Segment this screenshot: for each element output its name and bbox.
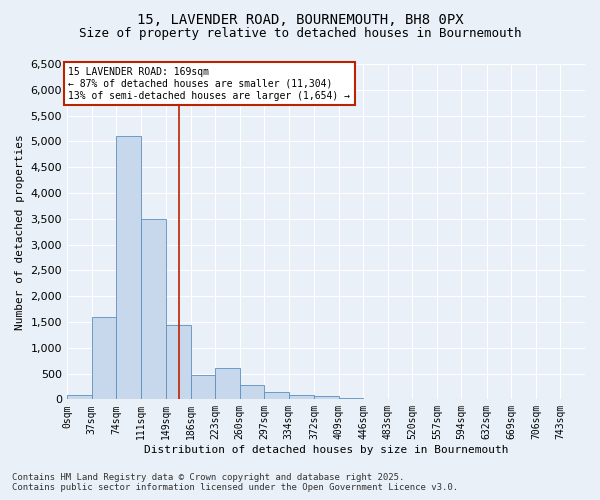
Bar [67,396,92,400]
Text: Size of property relative to detached houses in Bournemouth: Size of property relative to detached ho… [79,28,521,40]
Bar [92,317,116,400]
Bar [141,219,166,400]
Bar [116,136,141,400]
Bar [166,324,191,400]
X-axis label: Distribution of detached houses by size in Bournemouth: Distribution of detached houses by size … [144,445,508,455]
Bar [239,386,264,400]
Bar [215,368,239,400]
Text: Contains HM Land Registry data © Crown copyright and database right 2025.
Contai: Contains HM Land Registry data © Crown c… [12,473,458,492]
Bar [314,396,338,400]
Text: 15, LAVENDER ROAD, BOURNEMOUTH, BH8 0PX: 15, LAVENDER ROAD, BOURNEMOUTH, BH8 0PX [137,12,463,26]
Bar [264,392,289,400]
Bar [289,394,314,400]
Bar [191,375,215,400]
Bar [338,398,363,400]
Y-axis label: Number of detached properties: Number of detached properties [15,134,25,330]
Text: 15 LAVENDER ROAD: 169sqm
← 87% of detached houses are smaller (11,304)
13% of se: 15 LAVENDER ROAD: 169sqm ← 87% of detach… [68,68,350,100]
